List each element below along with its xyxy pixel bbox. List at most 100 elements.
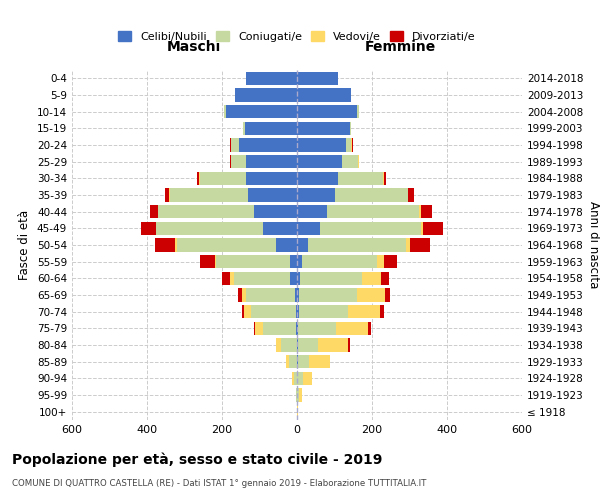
Bar [297, 405, 298, 418]
Bar [298, 338, 319, 351]
Bar [175, 238, 177, 252]
Bar [384, 172, 386, 185]
Bar [352, 138, 353, 151]
Legend: Celibi/Nubili, Coniugati/e, Vedovi/e, Divorziati/e: Celibi/Nubili, Coniugati/e, Vedovi/e, Di… [114, 26, 480, 46]
Bar [297, 255, 302, 268]
Bar [296, 305, 297, 318]
Bar [294, 372, 297, 385]
Bar [335, 188, 407, 202]
Bar [299, 288, 357, 302]
Bar [298, 322, 335, 335]
Bar [297, 372, 302, 385]
Bar [309, 355, 329, 368]
Bar [239, 138, 297, 151]
Bar [199, 172, 247, 185]
Bar [297, 105, 357, 118]
Bar [248, 188, 297, 202]
Bar [297, 138, 346, 151]
Bar [319, 338, 349, 351]
Bar [238, 288, 242, 302]
Bar [215, 255, 217, 268]
Bar [409, 238, 430, 252]
Bar [199, 255, 215, 268]
Bar [140, 222, 155, 235]
Bar [300, 272, 362, 285]
Bar [407, 188, 409, 202]
Bar [232, 155, 247, 168]
Bar [297, 338, 298, 351]
Bar [385, 288, 389, 302]
Bar [329, 355, 331, 368]
Bar [421, 222, 422, 235]
Bar [245, 122, 297, 135]
Bar [254, 322, 255, 335]
Bar [302, 255, 377, 268]
Bar [308, 238, 406, 252]
Bar [367, 322, 371, 335]
Bar [254, 205, 297, 218]
Bar [155, 238, 175, 252]
Bar [242, 122, 245, 135]
Bar [297, 155, 342, 168]
Bar [286, 355, 289, 368]
Bar [169, 188, 170, 202]
Bar [290, 272, 297, 285]
Bar [362, 272, 380, 285]
Bar [296, 388, 297, 402]
Bar [297, 355, 298, 368]
Bar [297, 205, 327, 218]
Bar [297, 222, 320, 235]
Bar [302, 372, 312, 385]
Bar [263, 222, 297, 235]
Bar [349, 338, 350, 351]
Bar [155, 222, 157, 235]
Bar [290, 255, 297, 268]
Bar [247, 172, 297, 185]
Bar [419, 205, 421, 218]
Bar [297, 272, 300, 285]
Bar [222, 272, 230, 285]
Bar [380, 272, 389, 285]
Bar [338, 172, 383, 185]
Text: Popolazione per età, sesso e stato civile - 2019: Popolazione per età, sesso e stato civil… [12, 452, 382, 467]
Bar [297, 305, 299, 318]
Bar [327, 205, 419, 218]
Bar [357, 288, 385, 302]
Bar [299, 388, 302, 402]
Bar [297, 122, 349, 135]
Bar [177, 238, 277, 252]
Bar [320, 222, 421, 235]
Bar [358, 155, 359, 168]
Bar [377, 255, 384, 268]
Bar [230, 138, 232, 151]
Bar [349, 122, 352, 135]
Bar [289, 355, 297, 368]
Bar [251, 305, 296, 318]
Bar [235, 88, 297, 102]
Bar [383, 172, 384, 185]
Bar [255, 322, 263, 335]
Bar [299, 305, 347, 318]
Bar [347, 305, 380, 318]
Bar [380, 305, 384, 318]
Bar [297, 72, 338, 85]
Bar [165, 188, 169, 202]
Text: COMUNE DI QUATTRO CASTELLA (RE) - Dati ISTAT 1° gennaio 2019 - Elaborazione TUTT: COMUNE DI QUATTRO CASTELLA (RE) - Dati I… [12, 479, 427, 488]
Bar [234, 272, 290, 285]
Bar [226, 105, 297, 118]
Y-axis label: Fasce di età: Fasce di età [19, 210, 31, 280]
Bar [297, 88, 352, 102]
Bar [357, 105, 359, 118]
Bar [384, 255, 397, 268]
Bar [247, 72, 297, 85]
Bar [232, 138, 239, 151]
Bar [247, 288, 295, 302]
Bar [224, 105, 226, 118]
Bar [297, 288, 299, 302]
Bar [247, 155, 297, 168]
Bar [409, 188, 414, 202]
Bar [297, 388, 299, 402]
Bar [422, 222, 443, 235]
Bar [298, 355, 309, 368]
Bar [150, 205, 157, 218]
